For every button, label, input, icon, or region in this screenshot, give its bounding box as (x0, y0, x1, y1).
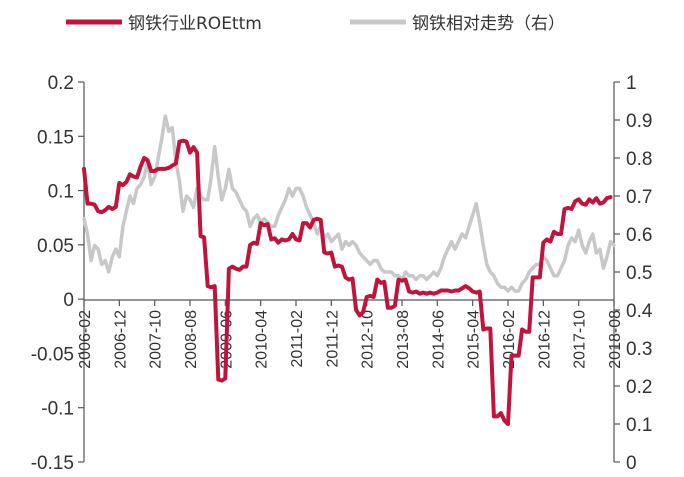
x-tick-label: 2006-12 (112, 310, 129, 369)
x-tick-label: 2007-10 (148, 310, 165, 369)
x-tick-label: 2006-02 (77, 310, 94, 369)
left-tick-label: -0.1 (41, 399, 74, 420)
right-tick-label: 0.8 (626, 149, 652, 170)
legend-label-relative: 钢铁相对走势（右） (412, 14, 565, 34)
legend-label-roe: 钢铁行业ROEttm (128, 14, 262, 34)
right-tick-label: 0.3 (626, 339, 652, 360)
x-tick-label: 2013-08 (395, 310, 412, 369)
x-tick-label: 2017-10 (572, 310, 589, 369)
left-tick-label: 0.1 (48, 182, 74, 203)
right-tick-label: 1 (626, 73, 637, 94)
right-axis: 0 0.1 0.2 0.3 0.4 0.5 0.6 0.7 0.8 0.9 1 (613, 73, 653, 474)
right-tick-label: 0 (626, 453, 637, 474)
x-axis: 2006-02 2006-12 2007-10 2008-08 2009-06 2010-… (77, 299, 624, 369)
right-tick-label: 0.5 (626, 263, 652, 284)
x-tick-label: 2018-08 (607, 310, 624, 369)
x-tick-label: 2014-06 (430, 310, 447, 369)
x-tick-label: 2011-12 (324, 310, 341, 368)
series-line-relative (82, 114, 616, 293)
x-tick-label: 2011-02 (289, 310, 306, 368)
series-line-roe (82, 138, 613, 426)
right-tick-label: 0.7 (626, 187, 652, 208)
left-tick-label: 0.2 (48, 73, 74, 94)
left-tick-label: -0.15 (31, 453, 74, 474)
right-tick-label: 0.4 (626, 301, 653, 322)
series-layer (82, 114, 616, 426)
left-tick-label: -0.05 (31, 344, 74, 365)
left-tick-label: 0.05 (37, 236, 74, 257)
x-tick-label: 2016-12 (536, 310, 553, 369)
x-tick-label: 2012-10 (360, 310, 377, 369)
left-tick-label: 0 (63, 290, 74, 311)
right-tick-label: 0.2 (626, 377, 652, 398)
right-tick-label: 0.6 (626, 225, 652, 246)
x-tick-label: 2008-08 (183, 310, 200, 369)
legend: 钢铁行业ROEttm 钢铁相对走势（右） (66, 14, 565, 34)
x-tick-label: 2015-04 (466, 310, 483, 369)
left-axis: -0.15 -0.1 -0.05 0 0.05 0.1 0.15 0.2 (31, 73, 85, 474)
x-tick-label: 2010-04 (254, 310, 271, 369)
right-tick-label: 0.1 (626, 415, 652, 436)
right-tick-label: 0.9 (626, 111, 652, 132)
left-tick-label: 0.15 (37, 127, 74, 148)
